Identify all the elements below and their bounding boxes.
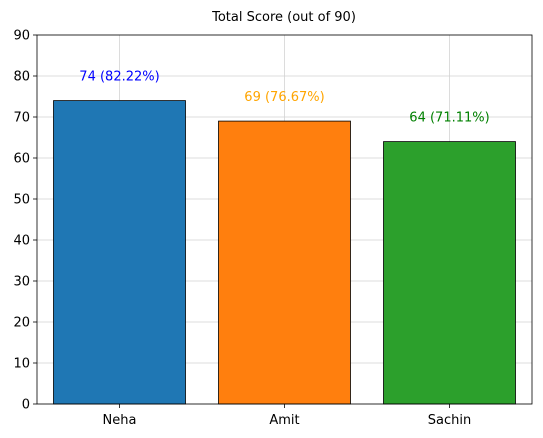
axis-ticks: 0 10 20 30 40 50 60 70 80 90 Neha Amit Sachin [13, 29, 471, 429]
y-tick-label: 0 [22, 398, 30, 413]
bar-sachin [383, 141, 516, 405]
bar-neha [53, 100, 186, 405]
y-tick-label: 30 [13, 275, 30, 290]
y-tick-label: 40 [13, 234, 30, 249]
y-tick-label: 50 [13, 193, 30, 208]
chart-title: Total Score (out of 90) [211, 10, 356, 25]
bars [53, 100, 516, 405]
y-tick-label: 10 [13, 357, 30, 372]
data-labels: 74 (82.22%) 69 (76.67%) 64 (71.11%) [79, 70, 489, 126]
y-tick-label: 80 [13, 70, 30, 85]
y-tick-label: 70 [13, 111, 30, 126]
y-tick-label: 60 [13, 152, 30, 167]
data-label-neha: 74 (82.22%) [79, 70, 159, 85]
data-label-sachin: 64 (71.11%) [409, 111, 489, 126]
data-label-amit: 69 (76.67%) [244, 90, 324, 105]
x-tick-label-neha: Neha [103, 413, 137, 428]
x-tick-label-amit: Amit [269, 413, 299, 428]
y-tick-label: 90 [13, 29, 30, 44]
x-tick-label-sachin: Sachin [428, 413, 471, 428]
bar-amit [218, 120, 351, 405]
y-tick-label: 20 [13, 316, 30, 331]
